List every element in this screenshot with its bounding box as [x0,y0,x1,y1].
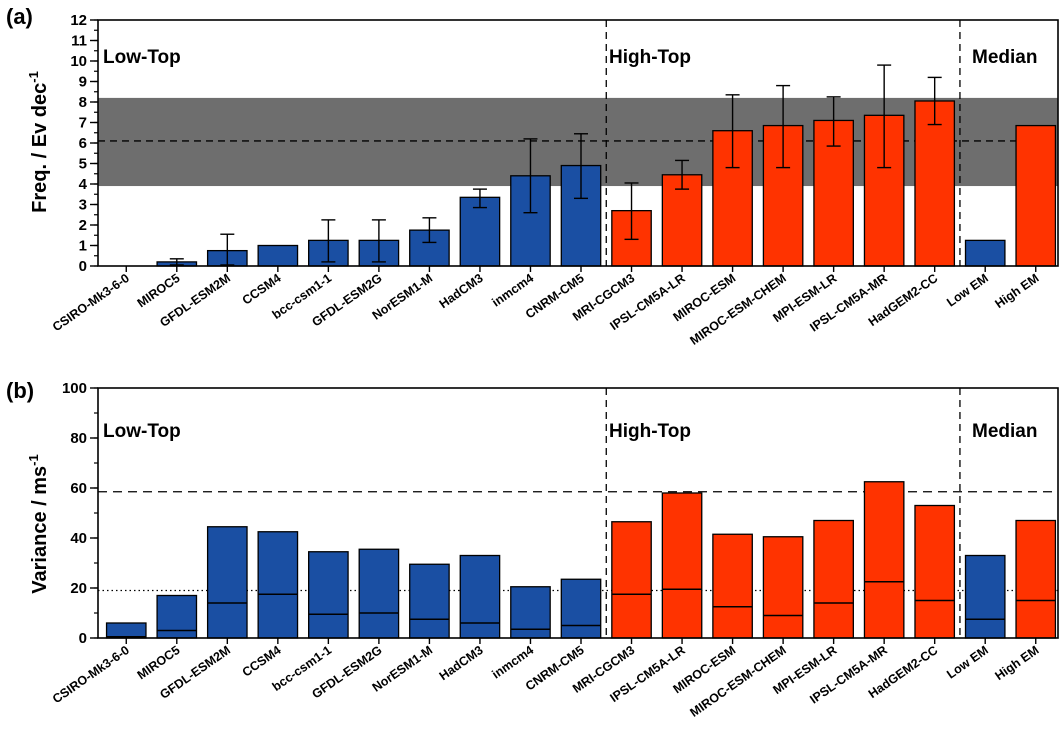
panel-a-ylabel-sup: -1 [26,71,41,83]
panel-b-ytick-label-3: 60 [70,480,87,497]
panel-a-xtick-label-17: Low EM [944,271,991,310]
panel-b-bar-3 [257,531,299,639]
panel-b-bar-5 [358,548,400,639]
panel-a-ylabel: Freq. / Ev dec-1 [26,71,51,213]
panel-a-xtick-label-1: MIROC5 [135,271,183,310]
panel-b-bar-1 [156,594,198,639]
panel-b-bar-4 [308,551,349,639]
panel-b-xtick-label-0: CSIRO-Mk3-6-0 [50,643,132,706]
panel-b-bar-0 [105,622,147,639]
panel-a-group-median: Median [972,47,1037,68]
panel-a-ylabel-main: Freq. / Ev dec [29,83,51,213]
panel-b-bar-12 [712,533,753,639]
panel-b-bar-18 [1015,519,1057,639]
panel-b-xtick-label-7: HadCM3 [437,643,486,683]
panel-b-bar-7 [459,554,501,639]
panel-b-xtick-label-1: MIROC5 [135,643,183,682]
panel-a-xtick-label-8: inmcm4 [489,271,536,310]
panel-b-label: (b) [6,378,34,403]
panel-a-ytick-label-2: 2 [79,217,87,234]
panel-b-ytick-label-0: 0 [79,630,87,647]
panel-b-ylabel: Variance / ms-1 [26,454,51,593]
panel-b-bar-14 [813,519,854,639]
panel-a-bar-3 [257,244,299,267]
panel-b-xtick-label-3: CCSM4 [240,643,284,680]
panel-a-bar-16 [914,100,956,267]
panel-b-bar-8 [510,586,551,639]
panel-b-bar-11 [661,492,703,639]
panel-a-ytick-label-1: 1 [79,238,87,255]
panel-a-bar-17 [964,239,1006,267]
panel-a-ytick-label-10: 10 [70,53,87,70]
panel-a-ytick-label-11: 11 [71,33,87,50]
panel-b-bar-16 [914,504,956,639]
panel-b-ylabel-sup: -1 [26,454,41,466]
panel-b-xtick-label-17: Low EM [944,643,991,682]
panel-b-ylabel-main: Variance / ms [29,466,51,594]
panel-a-ytick-label-0: 0 [79,258,87,275]
panel-a-ytick-label-8: 8 [79,94,87,111]
panel-b-group-hightop: High-Top [609,421,691,442]
panel-b-ytick-label-4: 80 [70,430,87,447]
panel-a-ytick-label-3: 3 [79,197,87,214]
panel-a-ytick-label-5: 5 [79,156,87,173]
panel-b-bar-6 [409,563,450,639]
panel-a-ytick-label-6: 6 [79,135,87,152]
panel-b-xtick-label-8: inmcm4 [489,643,536,682]
panel-a-ytick-label-12: 12 [70,12,87,29]
panel-b-bar-9 [560,578,602,639]
panel-b-group-lowtop: Low-Top [103,421,181,442]
panel-a-group-lowtop: Low-Top [103,47,181,68]
panel-a-ytick-label-7: 7 [79,115,87,132]
panel-b-xtick-label-18: High EM [992,643,1041,683]
panel-b-bar-2 [206,526,248,639]
panel-b-ytick-label-1: 20 [70,580,87,597]
panel-b-bar-17 [964,554,1006,639]
panel-a-bar-18 [1015,124,1057,267]
panel-b-ytick-label-2: 40 [70,530,87,547]
panel-b-bar-13 [762,536,804,639]
panel-a-group-hightop: High-Top [609,47,691,68]
panel-b-bar-10 [611,521,652,639]
panel-a-xtick-label-7: HadCM3 [437,271,486,311]
panel-a-ytick-label-9: 9 [79,74,87,91]
panel-a-ytick-label-4: 4 [79,176,88,193]
panel-b-group-median: Median [972,421,1037,442]
panel-a-label: (a) [6,4,33,29]
panel-a-xtick-label-0: CSIRO-Mk3-6-0 [50,271,132,334]
panel-b-bar-15 [863,481,905,639]
panel-a-bar-11 [661,174,703,267]
panel-a-xtick-label-18: High EM [992,271,1041,311]
panel-b-ytick-label-5: 100 [62,380,87,397]
panel-a-xtick-label-3: CCSM4 [240,271,284,308]
panel-a-bar-7 [459,196,501,267]
